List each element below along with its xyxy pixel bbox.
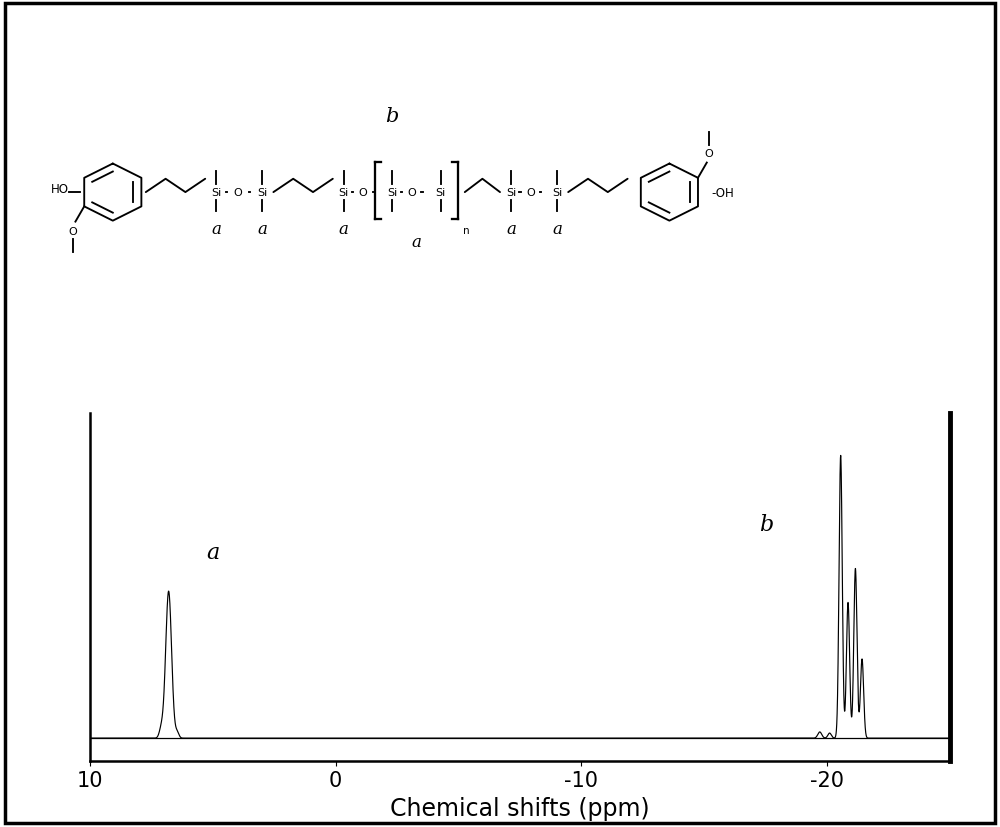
Text: Si: Si (552, 188, 562, 198)
Text: O: O (705, 149, 713, 159)
Text: Si: Si (211, 188, 221, 198)
Text: Si: Si (387, 188, 397, 198)
Text: a: a (552, 221, 562, 237)
Text: Si: Si (257, 188, 268, 198)
Text: a: a (506, 221, 516, 237)
Text: a: a (211, 221, 221, 237)
Text: a: a (257, 221, 267, 237)
Text: HO: HO (51, 183, 69, 195)
Text: b: b (386, 108, 399, 127)
Text: O: O (69, 227, 78, 237)
Text: a: a (339, 221, 349, 237)
Text: Si: Si (435, 188, 446, 198)
Text: a: a (206, 541, 219, 563)
Text: a: a (411, 234, 421, 251)
Text: -OH: -OH (711, 186, 734, 199)
Text: O: O (234, 188, 242, 198)
Text: O: O (526, 188, 535, 198)
Text: O: O (359, 188, 368, 198)
Text: Si: Si (506, 188, 516, 198)
Text: n: n (463, 226, 470, 236)
Text: b: b (759, 513, 773, 535)
Text: O: O (407, 188, 416, 198)
X-axis label: Chemical shifts (ppm): Chemical shifts (ppm) (390, 796, 650, 820)
Text: Si: Si (339, 188, 349, 198)
